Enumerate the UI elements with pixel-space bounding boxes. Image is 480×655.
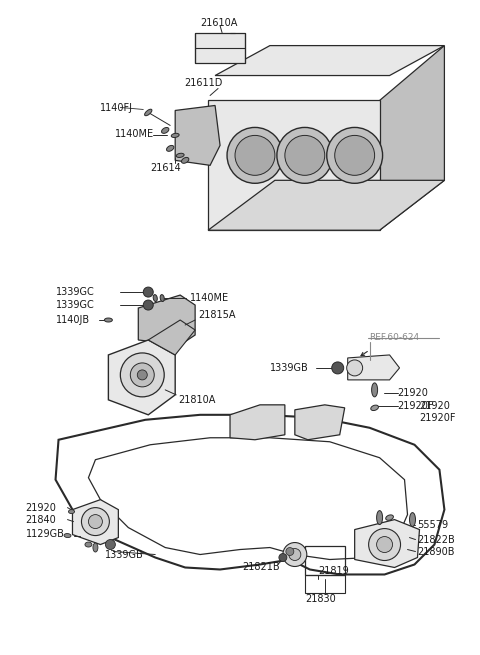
Polygon shape: [208, 180, 444, 230]
Polygon shape: [148, 320, 195, 355]
Bar: [305, 546, 345, 576]
Bar: [195, 33, 245, 63]
Ellipse shape: [144, 109, 152, 116]
Text: 21819: 21819: [318, 567, 348, 576]
Text: 1140ME: 1140ME: [115, 130, 155, 140]
Circle shape: [289, 548, 301, 561]
Text: 21920F: 21920F: [420, 413, 456, 423]
Text: 1339GB: 1339GB: [270, 363, 309, 373]
Circle shape: [347, 360, 363, 376]
Circle shape: [106, 540, 115, 550]
Circle shape: [88, 515, 102, 529]
Polygon shape: [175, 105, 220, 165]
Ellipse shape: [69, 510, 74, 514]
Text: 55579: 55579: [418, 519, 449, 530]
Ellipse shape: [409, 513, 416, 527]
Circle shape: [137, 370, 147, 380]
Text: 21920: 21920: [420, 401, 450, 411]
Circle shape: [130, 363, 154, 387]
Text: 21815A: 21815A: [198, 310, 236, 320]
Polygon shape: [208, 100, 380, 230]
Text: 21822B: 21822B: [418, 534, 455, 544]
Text: 21920: 21920: [25, 502, 57, 513]
Circle shape: [285, 136, 325, 176]
Circle shape: [279, 553, 287, 561]
Ellipse shape: [171, 134, 179, 138]
Text: 21821B: 21821B: [242, 563, 280, 572]
Polygon shape: [295, 405, 345, 440]
Circle shape: [283, 542, 307, 567]
Text: 21610A: 21610A: [200, 18, 238, 28]
Ellipse shape: [153, 295, 157, 301]
Circle shape: [235, 136, 275, 176]
Circle shape: [120, 353, 164, 397]
Text: 21810A: 21810A: [178, 395, 216, 405]
Polygon shape: [72, 500, 119, 544]
Polygon shape: [355, 519, 420, 567]
Ellipse shape: [371, 405, 378, 411]
Text: 21890B: 21890B: [418, 546, 455, 557]
Ellipse shape: [181, 157, 189, 163]
Circle shape: [277, 128, 333, 183]
Circle shape: [82, 508, 109, 536]
Circle shape: [369, 529, 400, 561]
Ellipse shape: [64, 534, 71, 538]
Polygon shape: [380, 46, 444, 230]
Text: 21611D: 21611D: [184, 77, 223, 88]
Text: 21830: 21830: [305, 595, 336, 605]
Text: REF.60-624: REF.60-624: [370, 333, 420, 343]
Ellipse shape: [372, 383, 378, 397]
Ellipse shape: [85, 542, 92, 547]
Circle shape: [144, 287, 153, 297]
Polygon shape: [138, 295, 195, 345]
Circle shape: [286, 548, 294, 555]
Text: 21920: 21920: [397, 388, 429, 398]
Circle shape: [377, 536, 393, 553]
Polygon shape: [215, 46, 444, 75]
Text: 1339GC: 1339GC: [56, 287, 94, 297]
Text: 21614: 21614: [150, 163, 181, 174]
Circle shape: [332, 362, 344, 374]
Ellipse shape: [93, 543, 98, 552]
Text: 1140ME: 1140ME: [190, 293, 229, 303]
Ellipse shape: [176, 153, 184, 157]
Text: 1140FJ: 1140FJ: [100, 103, 133, 113]
Bar: [305, 576, 345, 593]
Text: 1140JB: 1140JB: [56, 315, 90, 325]
Polygon shape: [108, 340, 175, 415]
Ellipse shape: [386, 515, 394, 520]
Text: 1129GB: 1129GB: [25, 529, 64, 538]
Ellipse shape: [104, 318, 112, 322]
Polygon shape: [348, 355, 399, 380]
Circle shape: [144, 300, 153, 310]
Circle shape: [335, 136, 374, 176]
Text: 1339GC: 1339GC: [56, 300, 94, 310]
Ellipse shape: [167, 145, 174, 151]
Text: 21840: 21840: [25, 515, 56, 525]
Ellipse shape: [162, 128, 169, 134]
Polygon shape: [230, 405, 285, 440]
Text: 1339GB: 1339GB: [106, 550, 144, 559]
Circle shape: [327, 128, 383, 183]
Text: 21920F: 21920F: [397, 401, 434, 411]
Circle shape: [227, 128, 283, 183]
Ellipse shape: [377, 511, 383, 525]
Ellipse shape: [160, 295, 164, 301]
